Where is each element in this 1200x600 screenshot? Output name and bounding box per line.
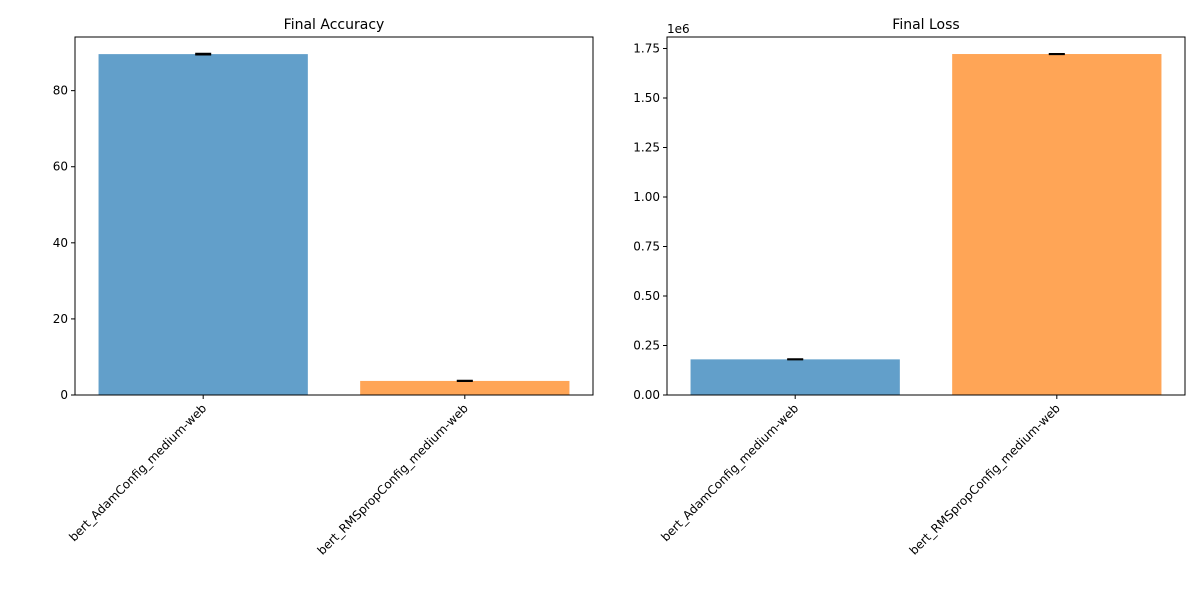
loss-y-tick-label-6: 1.25 [633, 140, 660, 154]
loss-x-tick-label-1: bert_AdamConfig_medium-web [658, 401, 801, 544]
loss-scale-label: 1e6 [667, 22, 690, 36]
accuracy-y-axis: 0 20 40 60 80 [53, 84, 75, 402]
accuracy-plot-frame [74, 36, 594, 396]
accuracy-error-bars [195, 52, 473, 383]
loss-y-tick-label-3: 0.50 [633, 289, 660, 303]
loss-y-tick-label-1: 0.00 [633, 388, 660, 402]
accuracy-x-axis: bert_AdamConfig_medium-web bert_RMSpropCo… [66, 395, 471, 558]
loss-y-tick-label-2: 0.25 [633, 338, 660, 352]
accuracy-bar-2 [360, 380, 570, 395]
loss-y-tick-label-4: 0.75 [633, 239, 660, 253]
accuracy-x-tick-label-1: bert_AdamConfig_medium-web [66, 401, 209, 544]
loss-title: Final Loss [892, 17, 959, 33]
loss-plot-frame [666, 36, 1186, 396]
accuracy-y-tick-label-2: 20 [53, 312, 68, 326]
accuracy-y-tick-label-4: 60 [53, 160, 68, 174]
accuracy-title: Final Accuracy [284, 17, 385, 33]
loss-bars [690, 54, 1162, 396]
loss-bar-1 [690, 359, 900, 395]
accuracy-bars [98, 54, 570, 395]
loss-error-bars [787, 52, 1065, 361]
accuracy-y-tick-label-3: 40 [53, 236, 68, 250]
accuracy-x-tick-label-2: bert_RMSpropConfig_medium-web [315, 401, 471, 557]
accuracy-bar-1 [98, 54, 308, 395]
accuracy-subplot: Final Accuracy 0 20 40 60 80 bert_AdamConfig… [53, 17, 594, 558]
loss-y-tick-label-7: 1.50 [633, 91, 660, 105]
loss-y-axis: 0.00 0.25 0.50 0.75 1.00 1.25 1.50 1.75 [633, 41, 667, 402]
loss-subplot: Final Loss 1e6 0.00 0.25 0.50 0.75 1.00 1.25 1… [633, 17, 1186, 558]
loss-y-tick-label-5: 1.00 [633, 190, 660, 204]
loss-bar-2 [952, 54, 1162, 396]
loss-x-tick-label-2: bert_RMSpropConfig_medium-web [907, 401, 1063, 557]
accuracy-y-tick-label-5: 80 [53, 84, 68, 98]
accuracy-y-tick-label-1: 0 [60, 388, 68, 402]
loss-x-axis: bert_AdamConfig_medium-web bert_RMSpropCo… [658, 395, 1063, 558]
loss-y-tick-label-8: 1.75 [633, 41, 660, 55]
